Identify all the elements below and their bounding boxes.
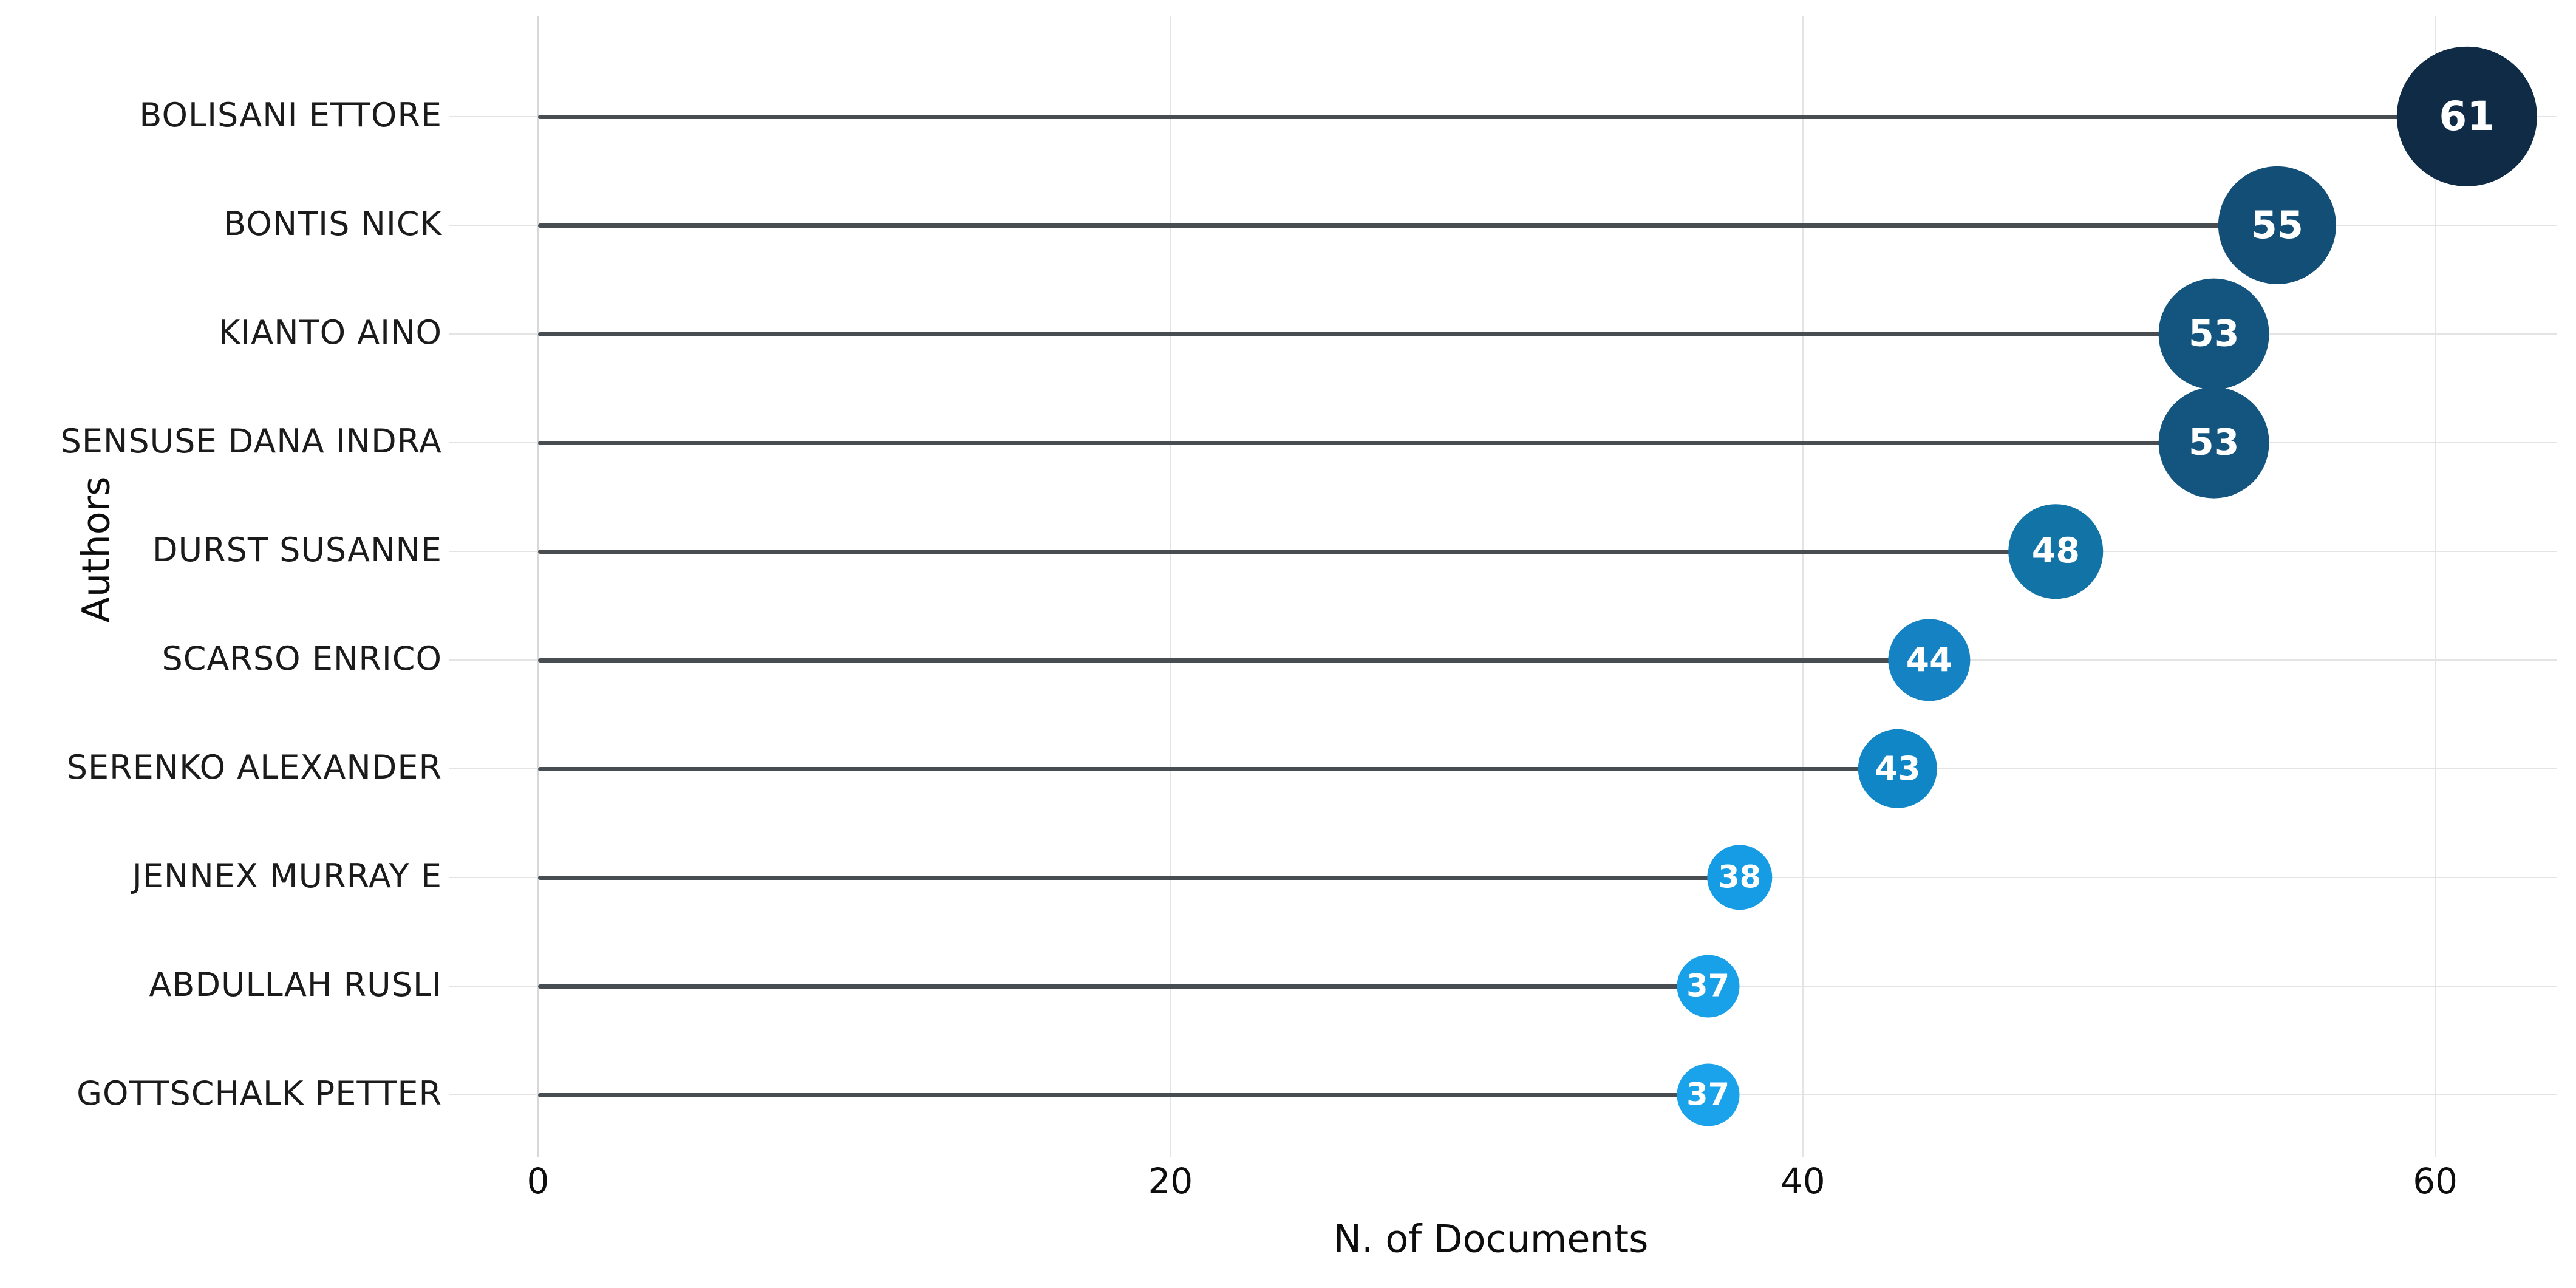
- stem-line: [538, 658, 1930, 663]
- author-label: SENSUSE DANA INDRA: [60, 421, 442, 460]
- author-label: BONTIS NICK: [223, 204, 442, 243]
- author-label: SCARSO ENRICO: [162, 639, 442, 678]
- stem-line: [538, 767, 1898, 771]
- bubble-value: 37: [1686, 968, 1730, 1004]
- bubble-value: 53: [2188, 421, 2240, 464]
- stem-line: [538, 223, 2277, 228]
- author-label: BOLISANI ETTORE: [139, 95, 442, 134]
- author-label: DURST SUSANNE: [152, 530, 442, 569]
- data-point-bubble[interactable]: 55: [2218, 166, 2336, 285]
- x-axis-title: N. of Documents: [1333, 1216, 1649, 1261]
- bubble-value: 61: [2439, 93, 2495, 140]
- bubble-value: 55: [2251, 203, 2303, 247]
- author-label: GOTTSCHALK PETTER: [77, 1074, 442, 1113]
- author-label: KIANTO AINO: [218, 313, 442, 352]
- data-point-bubble[interactable]: 53: [2158, 387, 2270, 499]
- author-label: SERENKO ALEXANDER: [66, 748, 442, 786]
- data-point-bubble[interactable]: 48: [2008, 504, 2104, 599]
- stem-line: [538, 332, 2214, 336]
- x-tick-label: 40: [1780, 1160, 1825, 1202]
- data-point-bubble[interactable]: 37: [1677, 955, 1740, 1018]
- stem-line: [538, 550, 2056, 554]
- y-axis-title: Authors: [73, 476, 118, 623]
- x-gridline: [2435, 16, 2436, 1157]
- data-point-bubble[interactable]: 53: [2158, 278, 2270, 390]
- x-gridline: [1802, 16, 1804, 1157]
- x-gridline: [1170, 16, 1171, 1157]
- stem-line: [538, 1093, 1708, 1097]
- x-tick-label: 0: [526, 1160, 550, 1202]
- bubble-value: 53: [2188, 312, 2240, 355]
- data-point-bubble[interactable]: 61: [2397, 46, 2537, 187]
- stem-line: [538, 441, 2214, 445]
- data-point-bubble[interactable]: 44: [1888, 619, 1971, 701]
- data-point-bubble[interactable]: 37: [1677, 1063, 1740, 1126]
- author-label: JENNEX MURRAY E: [132, 856, 442, 895]
- bubble-value: 38: [1718, 859, 1762, 896]
- data-point-bubble[interactable]: 38: [1706, 845, 1773, 910]
- data-point-bubble[interactable]: 43: [1858, 729, 1938, 809]
- y-axis-line: [537, 16, 539, 1157]
- x-tick-label: 20: [1148, 1160, 1193, 1202]
- stem-line: [538, 115, 2467, 119]
- stem-line: [538, 876, 1740, 880]
- author-label: ABDULLAH RUSLI: [149, 965, 442, 1004]
- bubble-value: 44: [1906, 640, 1953, 680]
- x-tick-label: 60: [2413, 1160, 2458, 1202]
- bubble-value: 43: [1875, 749, 1921, 788]
- stem-line: [538, 984, 1708, 989]
- bubble-value: 48: [2031, 531, 2080, 571]
- bubble-value: 37: [1686, 1077, 1730, 1113]
